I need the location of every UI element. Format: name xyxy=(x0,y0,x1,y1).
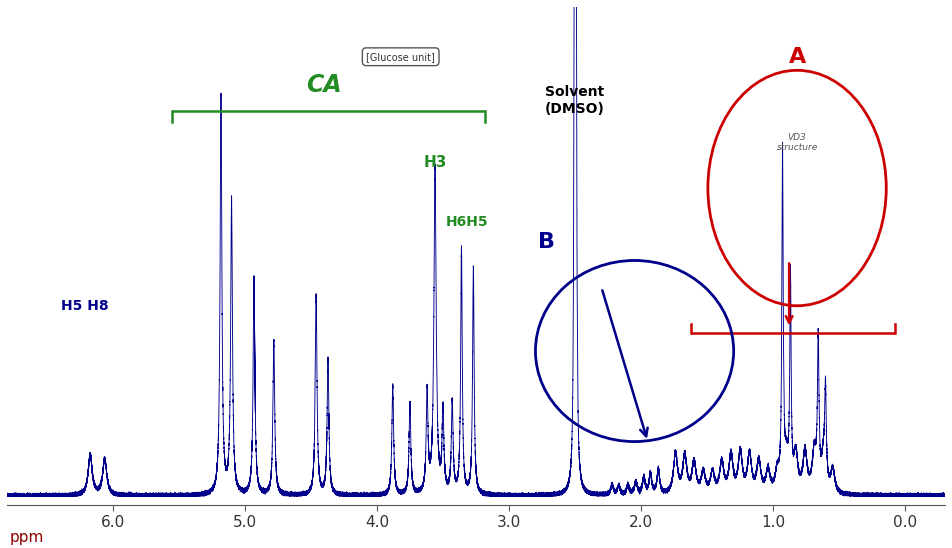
Text: H3: H3 xyxy=(424,155,446,170)
Text: CA: CA xyxy=(307,73,342,98)
Text: ppm: ppm xyxy=(10,530,44,545)
Text: H5 H8: H5 H8 xyxy=(61,299,109,313)
Text: VD3
structure: VD3 structure xyxy=(777,133,818,152)
Text: Solvent
(DMSO): Solvent (DMSO) xyxy=(545,85,605,116)
Text: A: A xyxy=(788,47,805,67)
Text: B: B xyxy=(538,232,554,253)
Text: H6H5: H6H5 xyxy=(446,215,488,229)
Text: [Glucose unit]: [Glucose unit] xyxy=(367,52,435,62)
